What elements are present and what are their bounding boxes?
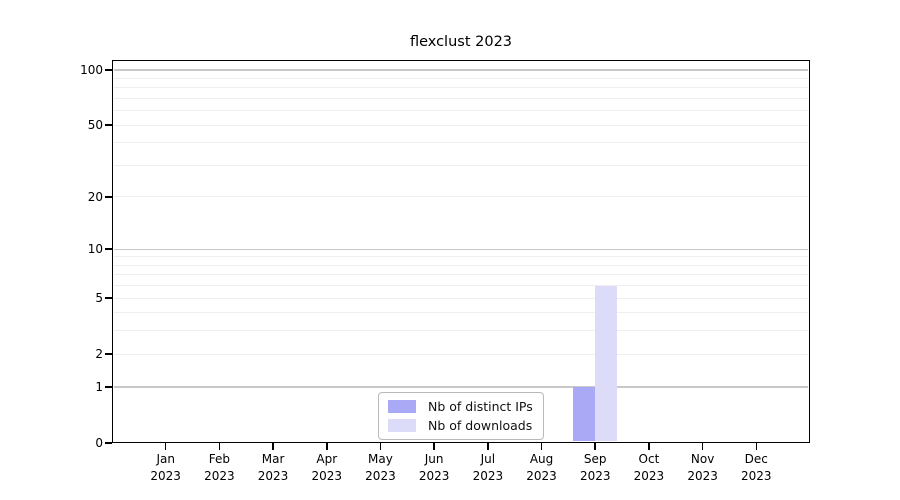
- gridline-minor: [113, 142, 809, 144]
- x-axis-tick: [164, 443, 167, 450]
- y-axis-tick: [105, 353, 112, 355]
- gridline-minor: [113, 274, 809, 276]
- gridline-minor: [113, 164, 809, 166]
- x-axis-tick: [594, 443, 596, 450]
- gridline-minor: [113, 264, 809, 266]
- legend-label-downloads: Nb of downloads: [428, 418, 533, 433]
- legend-swatch-downloads: [388, 419, 416, 432]
- x-axis-tick-label: Apr 2023: [311, 452, 343, 483]
- bar-nb-of-downloads: [595, 285, 618, 442]
- y-axis-tick-label: 20: [87, 189, 103, 204]
- x-axis-tick: [218, 443, 221, 450]
- gridline-minor: [113, 77, 809, 79]
- x-axis-tick-label: Jan 2023: [150, 452, 181, 483]
- y-axis-tick-label: 100: [80, 63, 103, 77]
- gridline-minor: [113, 124, 809, 126]
- y-axis-tick: [105, 124, 112, 126]
- x-axis-tick-label: Sep 2023: [579, 452, 611, 483]
- gridline-minor: [113, 297, 809, 299]
- gridline-major: [113, 248, 809, 250]
- gridline-minor: [113, 330, 809, 332]
- legend-item-downloads: Nb of downloads: [388, 416, 533, 435]
- x-axis-tick: [540, 443, 543, 450]
- gridline-minor: [113, 110, 809, 112]
- gridline-minor: [113, 285, 809, 287]
- x-axis-tick-label: Nov 2023: [687, 452, 718, 483]
- y-axis-tick-label: 2: [95, 347, 103, 362]
- x-axis-tick: [648, 443, 650, 450]
- y-axis-tick: [105, 196, 112, 198]
- y-axis-tick: [105, 248, 112, 250]
- x-axis-tick-label: Feb 2023: [204, 452, 235, 483]
- x-axis-tick-label: Mar 2023: [257, 452, 289, 483]
- gridline-minor: [113, 353, 809, 355]
- x-axis-tick: [379, 443, 382, 450]
- x-axis-tick-label: Dec 2023: [741, 452, 772, 483]
- y-axis-tick: [105, 386, 112, 388]
- y-axis-tick-label: 50: [87, 118, 103, 133]
- gridline-major: [113, 386, 809, 388]
- legend-swatch-distinct-ips: [388, 400, 416, 413]
- y-axis-tick: [105, 297, 112, 299]
- legend-label-distinct-ips: Nb of distinct IPs: [428, 399, 533, 414]
- x-axis-tick-label: Jul 2023: [472, 452, 504, 483]
- x-axis-tick: [755, 443, 758, 450]
- y-axis-tick-label: 10: [87, 242, 103, 257]
- x-axis-tick: [272, 443, 274, 450]
- gridline-minor: [113, 256, 809, 258]
- x-axis-tick-label: Aug 2023: [526, 452, 557, 483]
- x-axis-tick: [326, 443, 328, 450]
- x-axis-tick-label: Jun 2023: [418, 452, 450, 483]
- chart-title: flexclust 2023: [409, 34, 513, 50]
- gridline-minor: [113, 196, 809, 198]
- gridline-major: [113, 69, 809, 71]
- y-axis-tick-label: 1: [95, 379, 103, 394]
- y-axis-tick: [105, 69, 112, 71]
- gridline-minor: [113, 312, 809, 314]
- legend-item-distinct-ips: Nb of distinct IPs: [388, 397, 533, 416]
- legend: Nb of distinct IPs Nb of downloads: [378, 392, 544, 440]
- x-axis-tick: [433, 443, 435, 450]
- x-axis-tick-label: May 2023: [365, 452, 396, 483]
- bar-nb-of-distinct-ips: [573, 386, 596, 442]
- x-axis-tick-label: Oct 2023: [633, 452, 665, 483]
- gridline-minor: [113, 87, 809, 89]
- y-axis-tick-label: 0: [95, 436, 103, 450]
- x-axis-tick: [701, 443, 704, 450]
- gridline-minor: [113, 97, 809, 99]
- y-axis-tick-label: 5: [95, 291, 103, 306]
- x-axis-tick: [487, 443, 489, 450]
- y-axis-tick: [105, 442, 112, 444]
